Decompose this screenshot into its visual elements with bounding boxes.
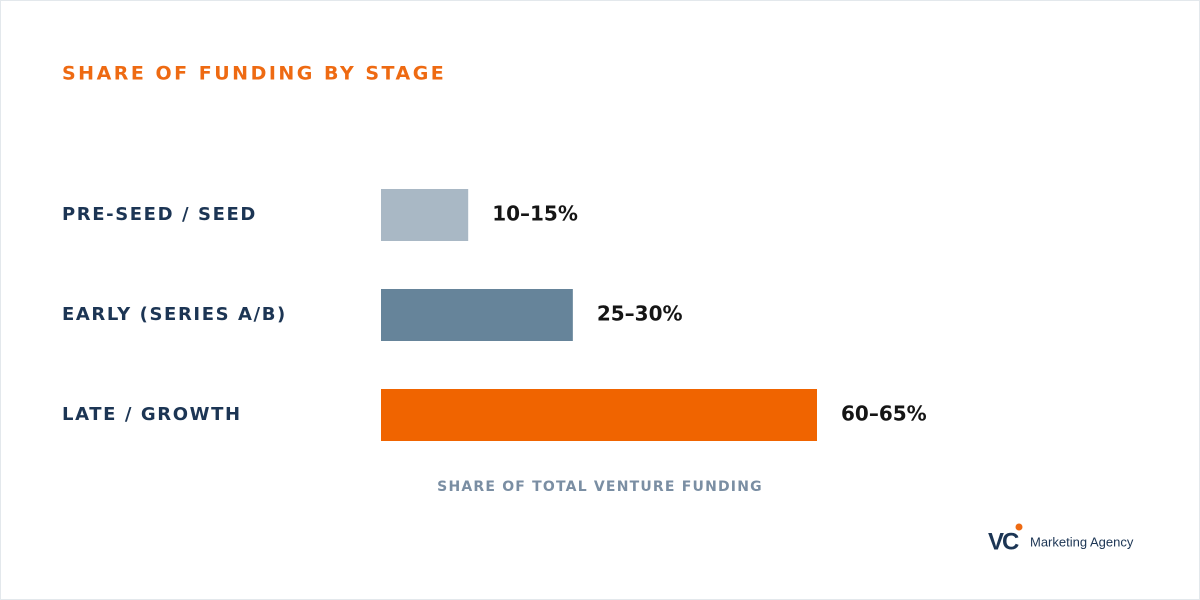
bar (381, 389, 817, 441)
category-label: LATE / GROWTH (62, 404, 242, 425)
logo-dot (1015, 523, 1023, 531)
x-axis-label: SHARE OF TOTAL VENTURE FUNDING (437, 479, 763, 495)
bar (381, 289, 573, 341)
value-label: 60–65% (841, 402, 927, 426)
logo-text: Marketing Agency (1030, 534, 1134, 549)
logo-mark: VC (988, 528, 1019, 555)
bar (381, 189, 469, 241)
value-label: 25–30% (597, 302, 683, 326)
value-label: 10–15% (492, 202, 578, 226)
chart-title: SHARE OF FUNDING BY STAGE (62, 63, 446, 85)
logo: VC Marketing Agency (988, 523, 1134, 555)
category-label: EARLY (SERIES A/B) (62, 304, 287, 325)
category-label: PRE-SEED / SEED (62, 204, 257, 225)
